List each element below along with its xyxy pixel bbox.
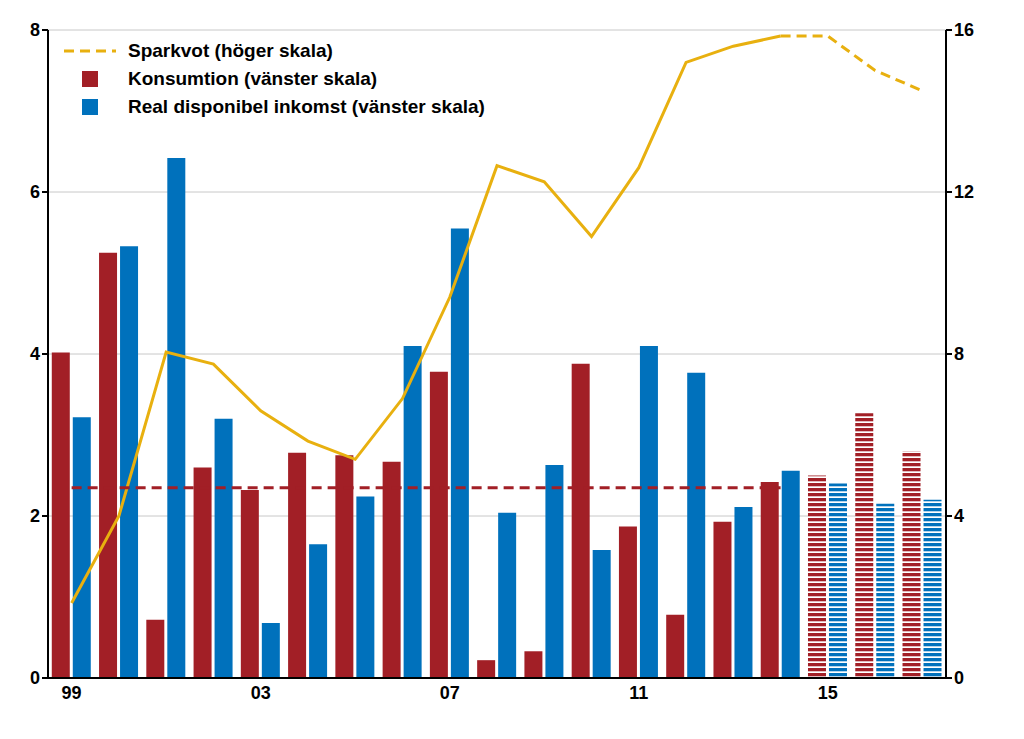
svg-text:16: 16 <box>954 20 974 40</box>
svg-text:2: 2 <box>30 506 40 526</box>
svg-text:0: 0 <box>954 668 964 688</box>
svg-text:8: 8 <box>30 20 40 40</box>
svg-text:6: 6 <box>30 182 40 202</box>
html-text:Konsumtion (vänster skala): Konsumtion (vänster skala) <box>128 68 378 89</box>
svg-text:07: 07 <box>440 683 460 703</box>
svg-text:15: 15 <box>818 683 838 703</box>
svg-text:4: 4 <box>954 506 964 526</box>
svg-text:03: 03 <box>251 683 271 703</box>
svg-text:8: 8 <box>954 344 964 364</box>
svg-text:11: 11 <box>629 683 648 703</box>
svg-text:99: 99 <box>62 683 82 703</box>
svg-text:12: 12 <box>954 182 974 202</box>
svg-text:0: 0 <box>30 668 40 688</box>
html-text:Real disponibel inkomst (vänst: Real disponibel inkomst (vänster skala) <box>128 96 485 117</box>
svg-text:4: 4 <box>30 344 40 364</box>
html-text:Sparkvot (höger skala): Sparkvot (höger skala) <box>128 40 333 61</box>
